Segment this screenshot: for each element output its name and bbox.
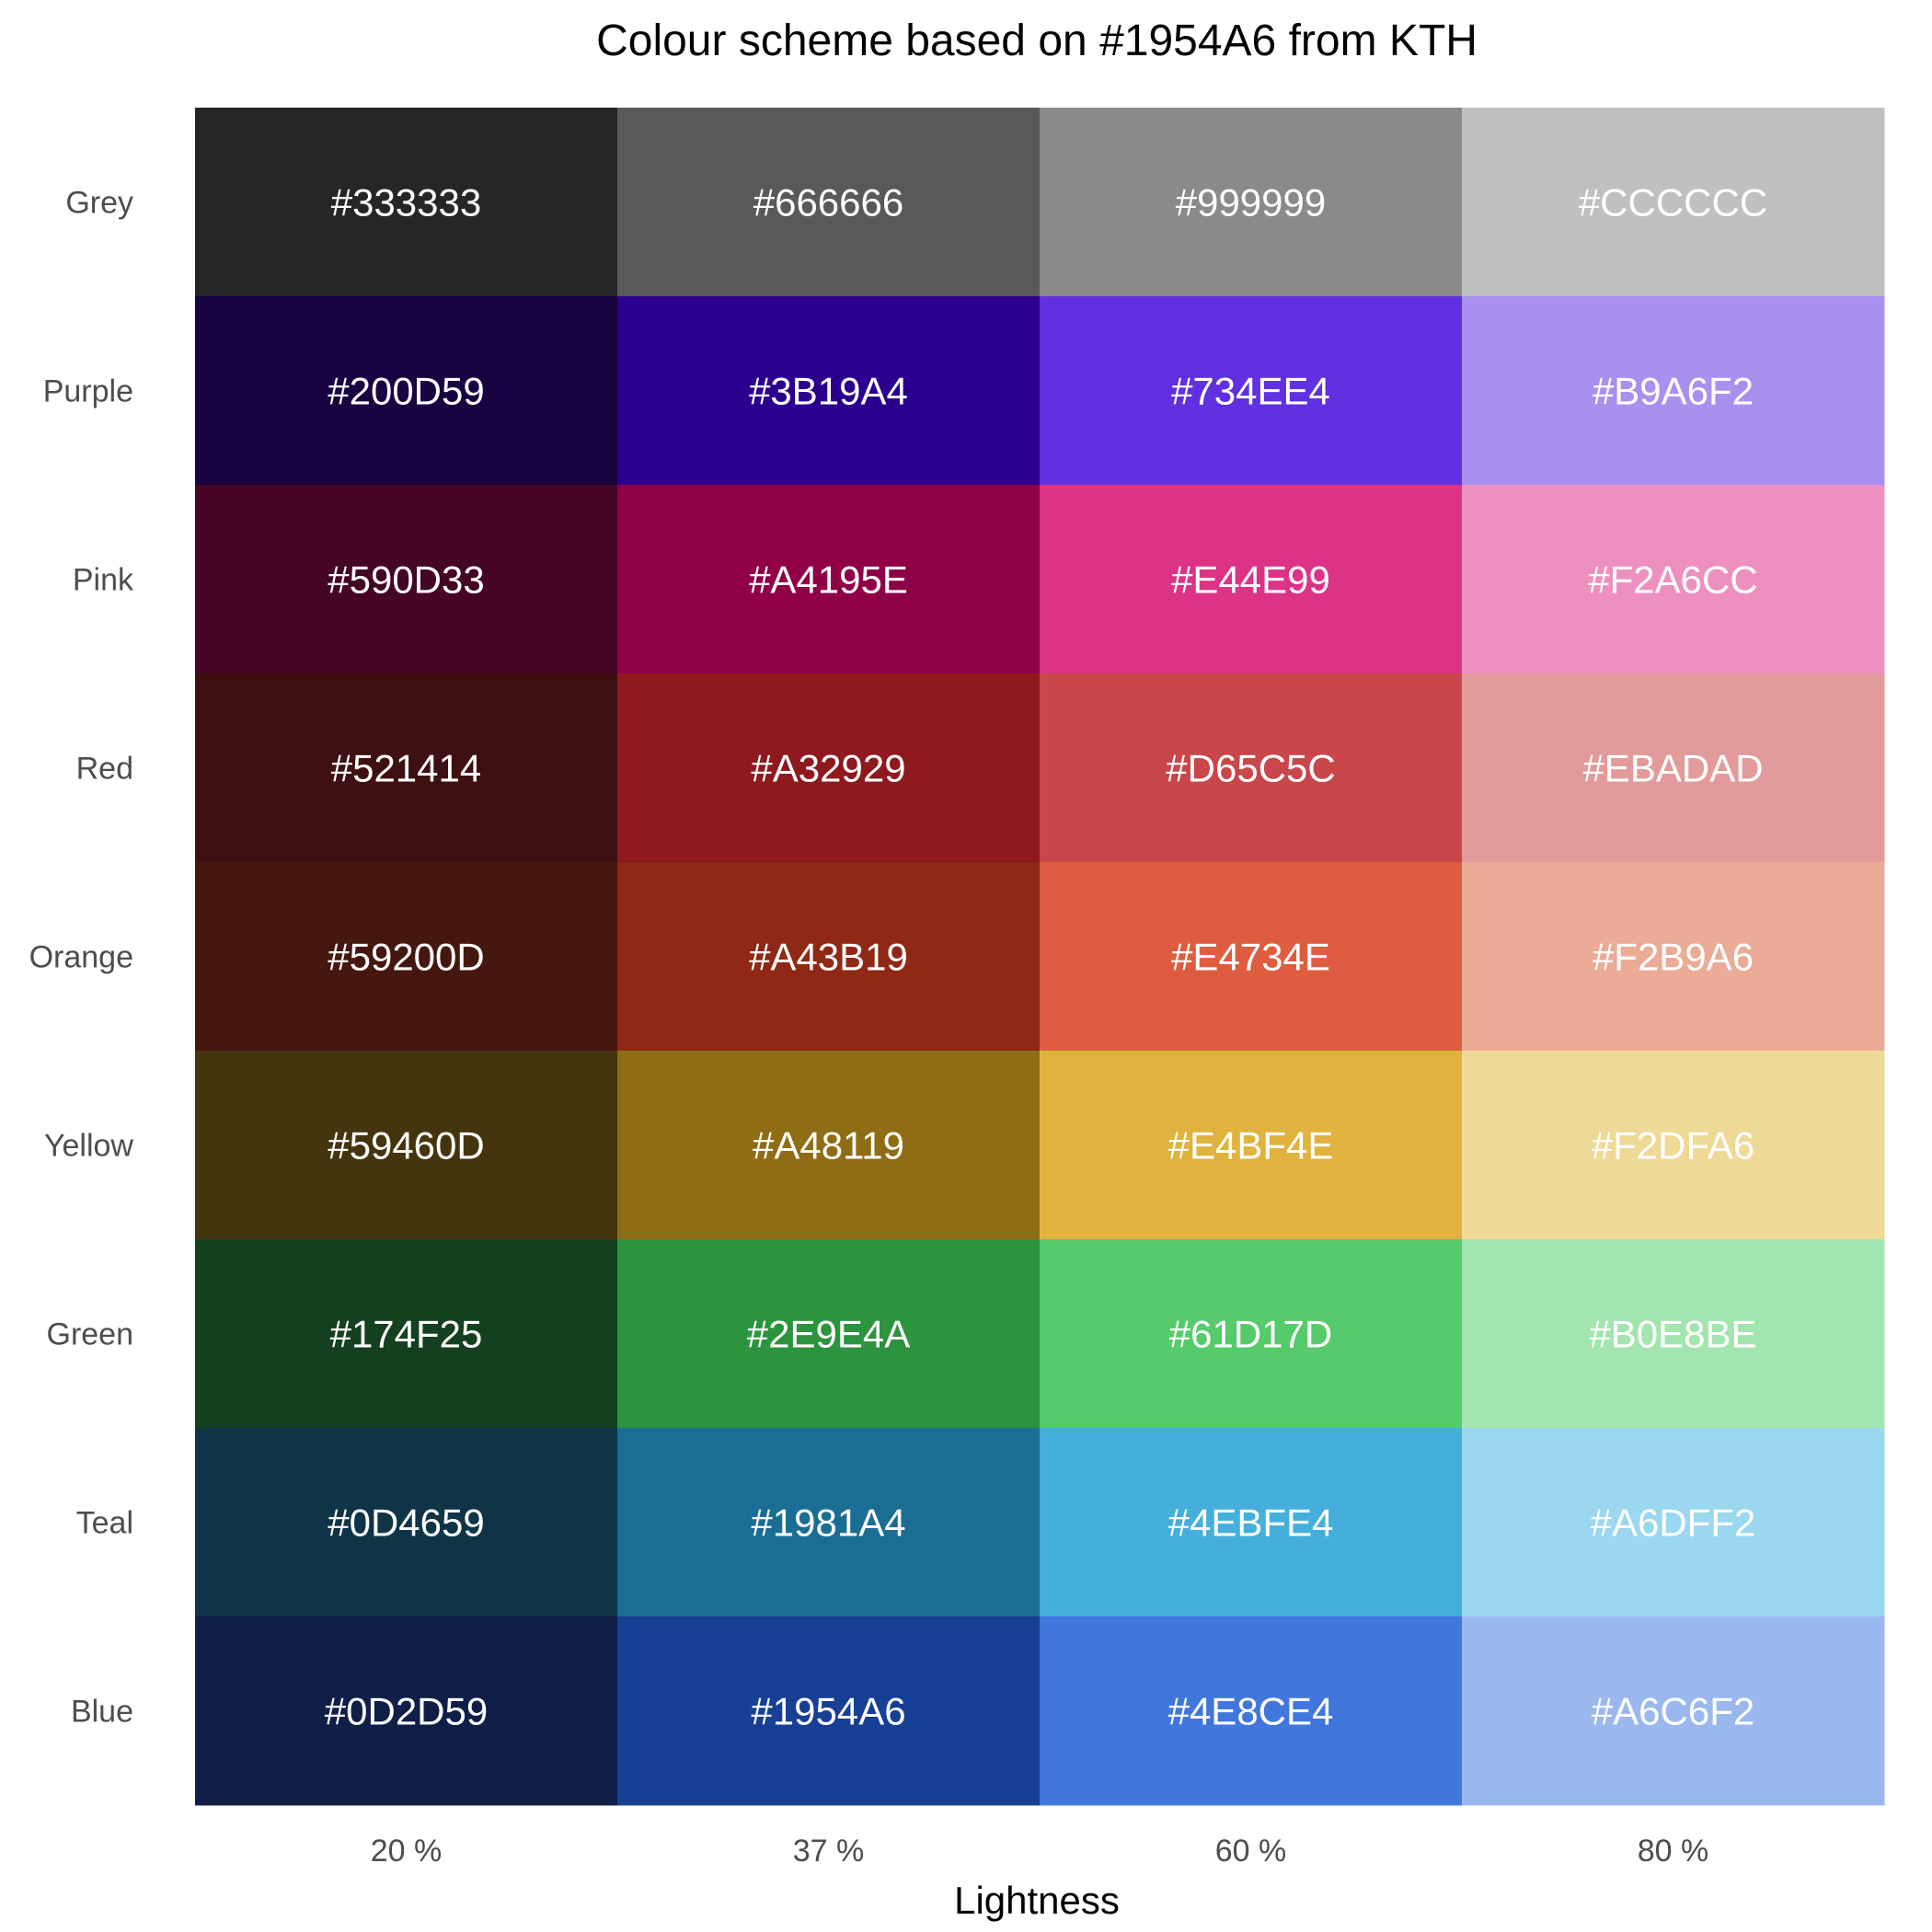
cell-hex-label: #F2DFA6 bbox=[1592, 1124, 1754, 1167]
heatmap-cell bbox=[1462, 1428, 1885, 1617]
heatmap-cell bbox=[1040, 862, 1463, 1052]
cell-hex-label: #EBADAD bbox=[1582, 747, 1763, 790]
heatmap-cell bbox=[1462, 108, 1885, 297]
x-axis-title: Lightness bbox=[954, 1879, 1120, 1922]
cell-hex-label: #174F25 bbox=[330, 1313, 483, 1356]
cell-hex-label: #734EE4 bbox=[1171, 370, 1330, 413]
cell-hex-label: #200D59 bbox=[328, 370, 484, 413]
heatmap-cell bbox=[617, 1239, 1041, 1429]
cell-hex-label: #1981A4 bbox=[751, 1501, 905, 1545]
cell-hex-label: #CCCCCC bbox=[1579, 181, 1767, 224]
heatmap-cell bbox=[1462, 862, 1885, 1052]
x-tick-label: 20 % bbox=[371, 1834, 443, 1869]
heatmap-cell bbox=[195, 1428, 618, 1617]
cell-hex-label: #A6C6F2 bbox=[1592, 1690, 1754, 1733]
x-tick-label: 60 % bbox=[1215, 1834, 1287, 1869]
heatmap-cell bbox=[617, 1616, 1041, 1806]
heatmap-cell bbox=[617, 108, 1041, 297]
x-tick-label: 37 % bbox=[793, 1834, 865, 1869]
heatmap-cell bbox=[1040, 673, 1463, 863]
cell-hex-label: #E44E99 bbox=[1171, 558, 1330, 602]
cell-hex-label: #59200D bbox=[328, 936, 484, 979]
heatmap-cell bbox=[195, 673, 618, 863]
cell-hex-label: #61D17D bbox=[1169, 1313, 1332, 1356]
heatmap-cell bbox=[617, 1051, 1041, 1240]
heatmap-cell bbox=[617, 296, 1041, 486]
heatmap-cell bbox=[195, 1051, 618, 1240]
heatmap-cell bbox=[617, 1428, 1041, 1617]
y-tick-label: Teal bbox=[76, 1506, 133, 1541]
y-tick-label: Red bbox=[76, 752, 133, 787]
cell-hex-label: #E4BF4E bbox=[1168, 1124, 1334, 1167]
y-tick-label: Pink bbox=[73, 563, 134, 598]
cell-hex-label: #A6DFF2 bbox=[1591, 1501, 1756, 1545]
heatmap-cell bbox=[195, 1616, 618, 1806]
y-tick-label: Blue bbox=[71, 1695, 133, 1730]
cell-hex-label: #4EBFE4 bbox=[1168, 1501, 1334, 1545]
heatmap-cell bbox=[1040, 1616, 1463, 1806]
heatmap-cell bbox=[195, 1239, 618, 1429]
heatmap-cell-labels: #333333 #666666 #999999 #CCCCCC #200D59 #3B19… bbox=[325, 181, 1767, 1733]
cell-hex-label: #999999 bbox=[1176, 181, 1327, 224]
y-tick-label: Green bbox=[47, 1317, 134, 1352]
cell-hex-label: #A43B19 bbox=[749, 936, 908, 979]
heatmap-cell bbox=[1462, 296, 1885, 486]
cell-hex-label: #A32929 bbox=[751, 747, 905, 790]
heatmap-cell bbox=[1040, 1428, 1463, 1617]
x-axis-tick-labels: 20 % 37 % 60 % 80 % bbox=[371, 1834, 1709, 1869]
chart-title: Colour scheme based on #1954A6 from KTH bbox=[596, 17, 1478, 65]
heatmap-cell bbox=[195, 485, 618, 674]
y-axis-tick-labels: Grey Purple Pink Red Orange Yellow Green Teal Bl… bbox=[29, 186, 134, 1730]
cell-hex-label: #B9A6F2 bbox=[1593, 370, 1754, 413]
heatmap-cell bbox=[1462, 485, 1885, 674]
y-tick-label: Yellow bbox=[44, 1129, 133, 1164]
heatmap-cell bbox=[1040, 296, 1463, 486]
cell-hex-label: #B0E8BE bbox=[1589, 1313, 1756, 1356]
cell-hex-label: #3B19A4 bbox=[749, 370, 908, 413]
cell-hex-label: #F2B9A6 bbox=[1593, 936, 1754, 979]
heatmap-cell bbox=[195, 296, 618, 486]
cell-hex-label: #1954A6 bbox=[751, 1690, 905, 1733]
heatmap-cell bbox=[617, 485, 1041, 674]
x-tick-label: 80 % bbox=[1638, 1834, 1709, 1869]
cell-hex-label: #333333 bbox=[331, 181, 482, 224]
heatmap-cell bbox=[1462, 673, 1885, 863]
cell-hex-label: #0D2D59 bbox=[325, 1690, 488, 1733]
cell-hex-label: #4E8CE4 bbox=[1168, 1690, 1334, 1733]
cell-hex-label: #666666 bbox=[753, 181, 904, 224]
heatmap-cell bbox=[1462, 1051, 1885, 1240]
cell-hex-label: #D65C5C bbox=[1166, 747, 1335, 790]
heatmap-cell bbox=[617, 673, 1041, 863]
heatmap-cell bbox=[1040, 1051, 1463, 1240]
cell-hex-label: #E4734E bbox=[1171, 936, 1330, 979]
cell-hex-label: #59460D bbox=[328, 1124, 484, 1167]
heatmap-cell bbox=[1040, 485, 1463, 674]
heatmap-cell bbox=[1040, 108, 1463, 297]
cell-hex-label: #2E9E4A bbox=[747, 1313, 910, 1356]
cell-hex-label: #521414 bbox=[331, 747, 482, 790]
heatmap-cell bbox=[195, 108, 618, 297]
heatmap-cell bbox=[1462, 1616, 1885, 1806]
heatmap-cell bbox=[195, 862, 618, 1052]
y-tick-label: Grey bbox=[65, 186, 133, 221]
y-tick-label: Purple bbox=[43, 374, 133, 409]
cell-hex-label: #F2A6CC bbox=[1588, 558, 1757, 602]
heatmap-cell bbox=[1462, 1239, 1885, 1429]
cell-hex-label: #0D4659 bbox=[328, 1501, 484, 1545]
heatmap-cell bbox=[1040, 1239, 1463, 1429]
cell-hex-label: #590D33 bbox=[328, 558, 484, 602]
heatmap-cells bbox=[195, 108, 1885, 1806]
cell-hex-label: #A48119 bbox=[753, 1124, 904, 1167]
y-tick-label: Orange bbox=[29, 940, 133, 975]
heatmap-cell bbox=[617, 862, 1041, 1052]
cell-hex-label: #A4195E bbox=[749, 558, 908, 602]
